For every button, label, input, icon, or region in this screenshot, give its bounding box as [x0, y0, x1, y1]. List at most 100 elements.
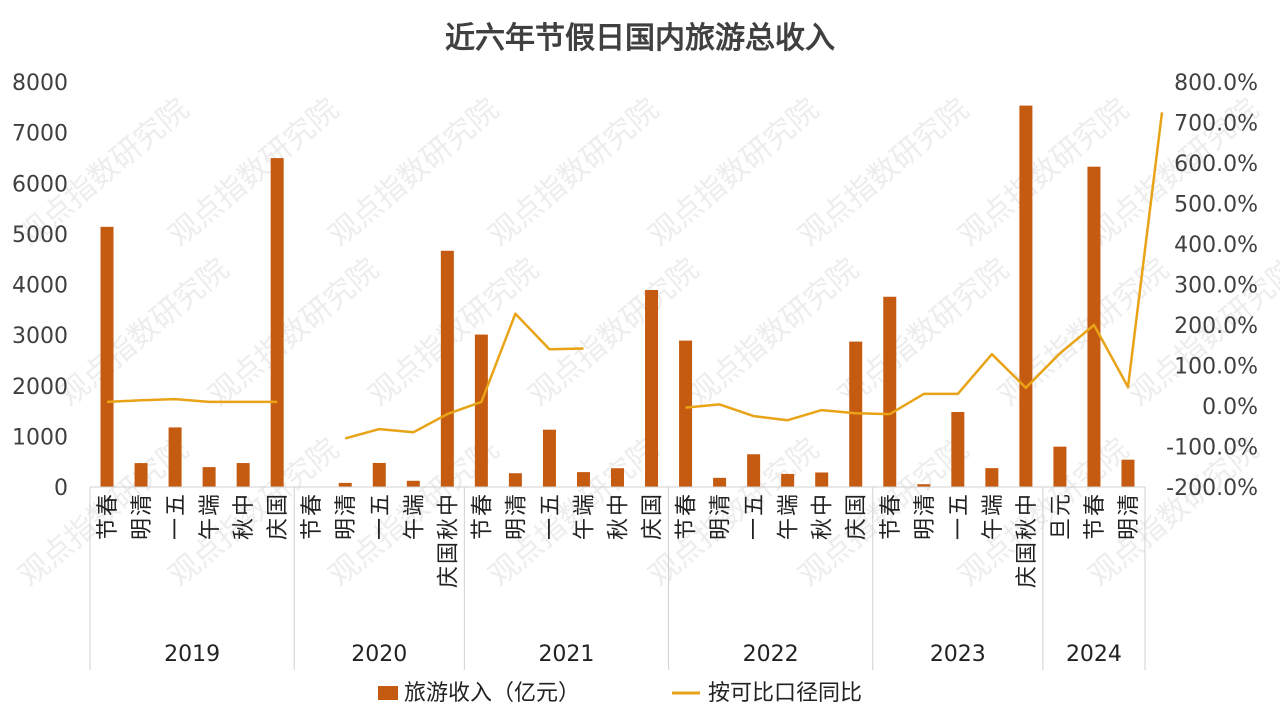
category-label: 节: [470, 518, 495, 540]
right-tick-label: -100.0%: [1166, 436, 1258, 461]
category-label: 庆: [266, 518, 291, 540]
category-label: 清: [334, 494, 359, 516]
legend-line-label: 按可比口径同比: [708, 681, 862, 706]
category-label: 一: [164, 518, 189, 540]
watermark-text: 观点指数研究院: [482, 92, 665, 254]
watermark-text: 观点指数研究院: [362, 252, 545, 414]
category-label: 节: [96, 518, 121, 540]
right-tick-label: 500.0%: [1174, 193, 1258, 218]
bar: [747, 454, 761, 487]
right-tick-label: -200.0%: [1166, 476, 1258, 501]
category-label: 春: [879, 494, 904, 516]
right-tick-label: 0.0%: [1202, 395, 1258, 420]
bar: [542, 429, 556, 487]
category-label: 旦: [1049, 518, 1074, 540]
bar: [951, 412, 965, 487]
legend-bar-label: 旅游收入（亿元）: [404, 681, 580, 706]
category-label: 节: [675, 518, 700, 540]
category-label: 春: [675, 494, 700, 516]
left-tick-label: 5000: [12, 223, 68, 248]
right-tick-label: 800.0%: [1174, 71, 1258, 96]
category-label: 中: [436, 494, 461, 516]
right-tick-label: 700.0%: [1174, 112, 1258, 137]
bar: [611, 468, 624, 487]
bar: [100, 226, 114, 487]
chart-title: 近六年节假日国内旅游总收入: [445, 21, 835, 56]
bar: [202, 467, 216, 487]
category-label: 午: [981, 518, 1006, 540]
bar: [440, 250, 454, 487]
category-label: 秋: [1015, 518, 1040, 540]
left-tick-label: 4000: [12, 274, 68, 299]
category-label: 端: [198, 494, 223, 516]
bar: [883, 296, 897, 487]
line-path: [106, 397, 278, 404]
left-tick-label: 1000: [12, 425, 68, 450]
category-label: 庆: [845, 518, 870, 540]
category-label: 明: [913, 518, 938, 540]
line-path: [685, 112, 1164, 422]
category-label: 一: [947, 518, 972, 540]
category-label: 中: [607, 494, 632, 516]
category-label: 清: [504, 494, 529, 516]
right-tick-label: 100.0%: [1174, 355, 1258, 380]
category-label: 春: [470, 494, 495, 516]
year-label: 2024: [1066, 642, 1122, 667]
bar: [917, 484, 931, 487]
category-label: 明: [504, 518, 529, 540]
category-label: 国: [845, 494, 870, 516]
year-label: 2019: [164, 642, 220, 667]
bar: [781, 473, 795, 487]
x-axis: 春节清明五一端午中秋国庆春节清明五一端午中秋国庆春节清明五一端午中秋国庆春节清明…: [89, 486, 1146, 670]
category-label: 中: [1015, 494, 1040, 516]
year-label: 2021: [538, 642, 594, 667]
category-label: 节: [1083, 518, 1108, 540]
category-label: 庆: [436, 566, 461, 588]
legend: 旅游收入（亿元） 按可比口径同比: [378, 681, 862, 706]
category-label: 清: [913, 494, 938, 516]
category-label: 午: [402, 518, 427, 540]
category-label: 端: [402, 494, 427, 516]
left-tick-label: 0: [54, 476, 68, 501]
category-label: 清: [709, 494, 734, 516]
year-label: 2023: [930, 642, 986, 667]
bar: [474, 334, 488, 487]
category-label: 明: [130, 518, 155, 540]
category-label: 端: [777, 494, 802, 516]
category-label: 清: [1117, 494, 1142, 516]
legend-bar-swatch: [378, 686, 398, 700]
left-tick-label: 7000: [12, 122, 68, 147]
left-tick-label: 6000: [12, 172, 68, 197]
year-label: 2022: [743, 642, 799, 667]
bar: [645, 290, 659, 487]
bar: [508, 473, 522, 487]
category-label: 清: [130, 494, 155, 516]
right-tick-label: 400.0%: [1174, 233, 1258, 258]
bar: [1121, 459, 1135, 487]
bar: [338, 482, 352, 487]
category-label: 秋: [232, 518, 257, 540]
category-label: 五: [947, 494, 972, 516]
category-label: 明: [709, 518, 734, 540]
right-tick-label: 600.0%: [1174, 152, 1258, 177]
bar: [236, 463, 250, 487]
category-label: 秋: [607, 518, 632, 540]
right-axis: -200.0% -100.0% 0.0% 100.0% 200.0% 300.0% 400.…: [1166, 71, 1258, 501]
category-label: 国: [1015, 542, 1040, 564]
category-label: 庆: [1015, 566, 1040, 588]
right-tick-label: 200.0%: [1174, 314, 1258, 339]
category-label: 元: [1049, 494, 1074, 516]
category-label: 一: [368, 518, 393, 540]
bar: [168, 427, 182, 487]
right-tick-label: 300.0%: [1174, 274, 1258, 299]
category-label: 五: [368, 494, 393, 516]
bar: [985, 468, 999, 487]
left-axis: 0 1000 2000 3000 4000 5000 6000 7000 8000: [12, 71, 68, 501]
category-label: 明: [334, 518, 359, 540]
line-series: [106, 112, 1164, 440]
category-label: 中: [811, 494, 836, 516]
left-tick-label: 8000: [12, 71, 68, 96]
bar: [815, 472, 829, 487]
